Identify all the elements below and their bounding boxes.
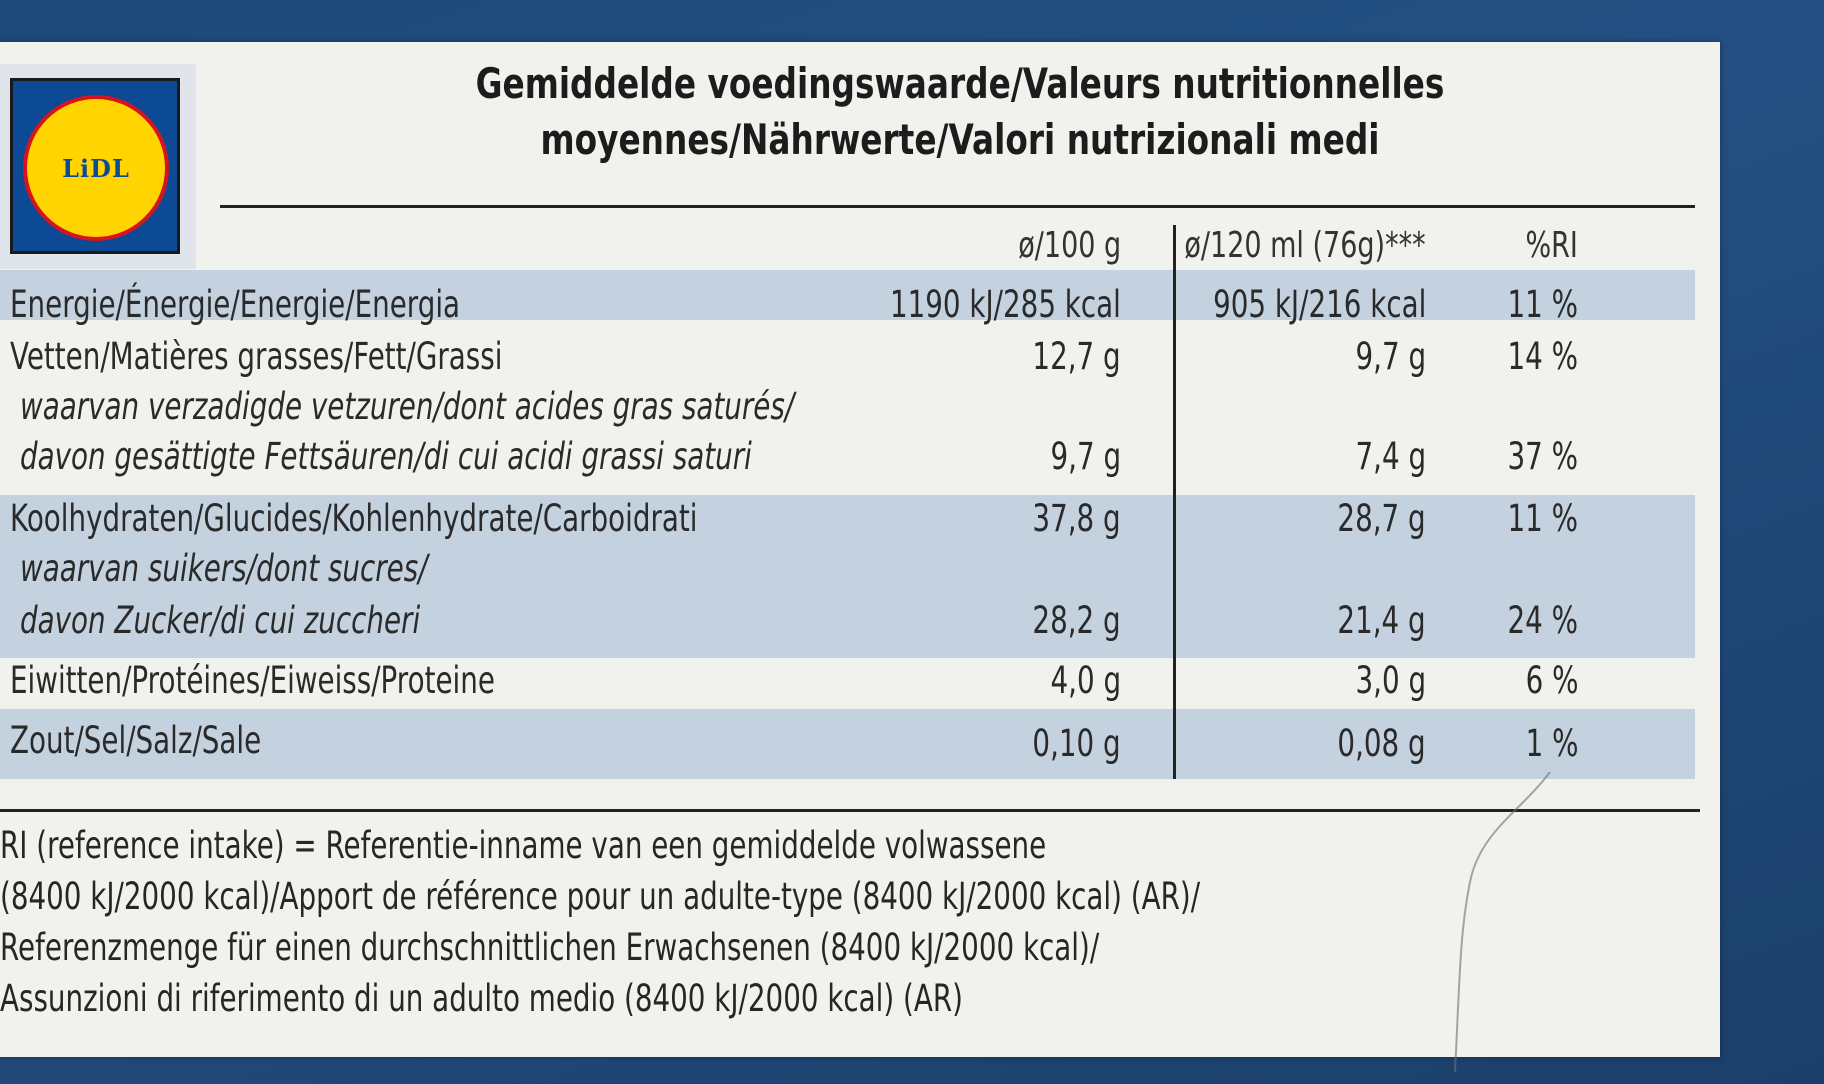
header-per-100g: ø/100 g — [1018, 225, 1121, 266]
energy-per-portion: 905 kJ/216 kcal — [1212, 283, 1426, 326]
logo-blue-square: LiDL — [10, 78, 180, 254]
footnote-line-1: RI (reference intake) = Referentie-innam… — [0, 824, 1047, 867]
column-divider — [1173, 225, 1176, 779]
title-line-1: Gemiddelde voedingswaarde/Valeurs nutrit… — [475, 59, 1445, 108]
energy-per-100g: 1190 kJ/285 kcal — [890, 283, 1121, 326]
packaging-crease — [1454, 772, 1551, 1072]
sugars-ri: 24 % — [1507, 599, 1579, 642]
row-label-fat: Vetten/Matières grasses/Fett/Grassi — [10, 335, 503, 378]
sugars-per-100g: 28,2 g — [1032, 599, 1121, 642]
row-label-salt: Zout/Sel/Salz/Sale — [10, 719, 262, 762]
fat-ri: 14 % — [1507, 335, 1579, 378]
title-divider — [220, 205, 1695, 208]
logo-text: LiDL — [62, 153, 130, 183]
energy-ri: 11 % — [1507, 283, 1579, 326]
protein-per-portion: 3,0 g — [1355, 659, 1426, 702]
salt-per-100g: 0,10 g — [1032, 722, 1121, 765]
saturates-ri: 37 % — [1507, 435, 1579, 478]
protein-ri: 6 % — [1525, 659, 1578, 702]
page-title: Gemiddelde voedingswaarde/Valeurs nutrit… — [391, 56, 1530, 168]
lidl-logo: LiDL — [0, 64, 196, 269]
row-label-protein: Eiwitten/Protéines/Eiweiss/Proteine — [10, 659, 495, 702]
row-label-sugars-2: davon Zucker/di cui zuccheri — [20, 599, 421, 642]
row-label-saturates-1: waarvan verzadigde vetzuren/dont acides … — [20, 385, 795, 428]
fat-per-100g: 12,7 g — [1032, 335, 1121, 378]
row-label-carbohydrates: Koolhydraten/Glucides/Kohlenhydrate/Carb… — [10, 497, 698, 540]
header-per-portion: ø/120 ml (76g)*** — [1184, 225, 1426, 266]
carbohydrates-per-portion: 28,7 g — [1337, 497, 1426, 540]
saturates-per-100g: 9,7 g — [1050, 435, 1121, 478]
row-band-energy — [0, 270, 1695, 320]
footnote-line-2: (8400 kJ/2000 kcal)/Apport de référence … — [0, 875, 1201, 918]
nutrition-panel: LiDL Gemiddelde voedingswaarde/Valeurs n… — [0, 42, 1720, 1072]
row-label-sugars-1: waarvan suikers/dont sucres/ — [20, 547, 428, 590]
row-band-salt — [0, 709, 1695, 779]
sugars-per-portion: 21,4 g — [1337, 599, 1426, 642]
protein-per-100g: 4,0 g — [1050, 659, 1121, 702]
title-line-2: moyennes/Nährwerte/Valori nutrizionali m… — [540, 115, 1380, 164]
saturates-per-portion: 7,4 g — [1355, 435, 1426, 478]
row-label-energy: Energie/Énergie/Energie/Energia — [10, 283, 461, 326]
logo-yellow-circle: LiDL — [23, 95, 169, 241]
fat-per-portion: 9,7 g — [1355, 335, 1426, 378]
footnote-divider — [0, 809, 1700, 812]
salt-ri: 1 % — [1525, 722, 1578, 765]
carbohydrates-per-100g: 37,8 g — [1032, 497, 1121, 540]
footnote-line-3: Referenzmenge für einen durchschnittlich… — [0, 926, 1100, 969]
carbohydrates-ri: 11 % — [1507, 497, 1579, 540]
footnote-line-4: Assunzioni di riferimento di un adulto m… — [0, 977, 963, 1020]
row-band-carbohydrates — [0, 495, 1695, 658]
header-ri: %RI — [1525, 225, 1578, 266]
ri-footnote: RI (reference intake) = Referentie-innam… — [0, 820, 1275, 1024]
row-label-saturates-2: davon gesättigte Fettsäuren/di cui acidi… — [20, 435, 752, 478]
salt-per-portion: 0,08 g — [1337, 722, 1426, 765]
